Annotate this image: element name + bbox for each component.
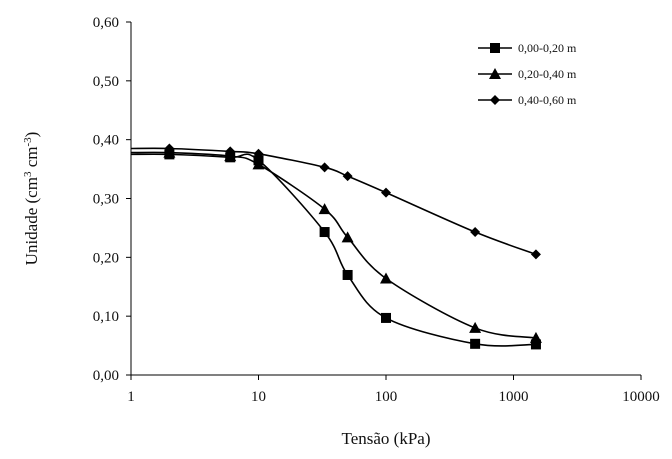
data-point-triangle (341, 231, 354, 243)
data-point-diamond (490, 95, 500, 105)
y-tick-label: 0,50 (93, 74, 119, 90)
y-axis-title: Unidade (cm3 cm-3) (22, 132, 41, 266)
x-tick-label: 1 (127, 389, 135, 405)
data-point-diamond (381, 187, 391, 198)
legend-item: 0,20-0,40 m (478, 67, 577, 81)
y-axis-title-main: Unidade (cm (22, 177, 41, 265)
legend-label: 0,00-0,20 m (518, 41, 577, 55)
data-point-square (470, 338, 481, 349)
series-layer (130, 143, 542, 350)
data-point-square (490, 43, 500, 53)
data-point-diamond (253, 148, 264, 159)
data-point-triangle (469, 321, 482, 333)
x-tick-label: 1000 (499, 389, 529, 405)
y-tick-label: 0,40 (93, 133, 119, 149)
data-point-triangle (252, 158, 265, 170)
y-tick-label: 0,10 (93, 309, 119, 325)
y-axis-title-end: ) (22, 132, 41, 138)
x-tick-label: 10000 (622, 389, 660, 405)
legend: 0,00-0,20 m 0,20-0,40 m 0,40-0,60 m (478, 41, 577, 107)
data-point-triangle (380, 272, 392, 284)
series-diamond (130, 143, 541, 260)
data-point-diamond (342, 171, 353, 182)
data-point-square (319, 227, 330, 238)
y-tick-label: 0,20 (93, 250, 119, 266)
series-line (130, 147, 537, 256)
x-tick-label: 100 (375, 389, 398, 405)
series-square (130, 149, 541, 350)
series-line (130, 153, 536, 347)
y-axis-title-mid: cm (22, 147, 41, 172)
x-axis-title: Tensão (kPa) (342, 429, 431, 448)
data-point-diamond (470, 227, 481, 238)
data-point-triangle (529, 331, 542, 343)
x-tick-label: 10 (251, 389, 266, 405)
y-tick-label: 0,00 (93, 368, 119, 384)
y-axis-title-sup2: -3 (22, 137, 34, 147)
legend-item: 0,40-0,60 m (478, 93, 577, 107)
y-axis-title-sup1: 3 (22, 171, 34, 177)
legend-label: 0,40-0,60 m (518, 93, 577, 107)
data-point-diamond (225, 146, 236, 157)
data-point-triangle (318, 203, 331, 215)
data-point-square (530, 339, 541, 350)
data-point-diamond (319, 162, 330, 173)
series-triangle (130, 146, 542, 343)
data-point-square (342, 269, 353, 280)
y-ticks: 0,00 0,10 0,20 0,30 0,40 0,50 0,60 (93, 15, 131, 384)
data-point-diamond (164, 143, 175, 154)
data-point-square (381, 312, 391, 323)
y-tick-label: 0,60 (93, 15, 119, 31)
data-point-diamond (530, 249, 541, 260)
data-point-triangle (489, 68, 501, 79)
y-tick-label: 0,30 (93, 192, 119, 208)
legend-label: 0,20-0,40 m (518, 67, 577, 81)
legend-item: 0,00-0,20 m (478, 41, 577, 55)
x-ticks: 1 10 100 1000 10000 (127, 375, 660, 405)
